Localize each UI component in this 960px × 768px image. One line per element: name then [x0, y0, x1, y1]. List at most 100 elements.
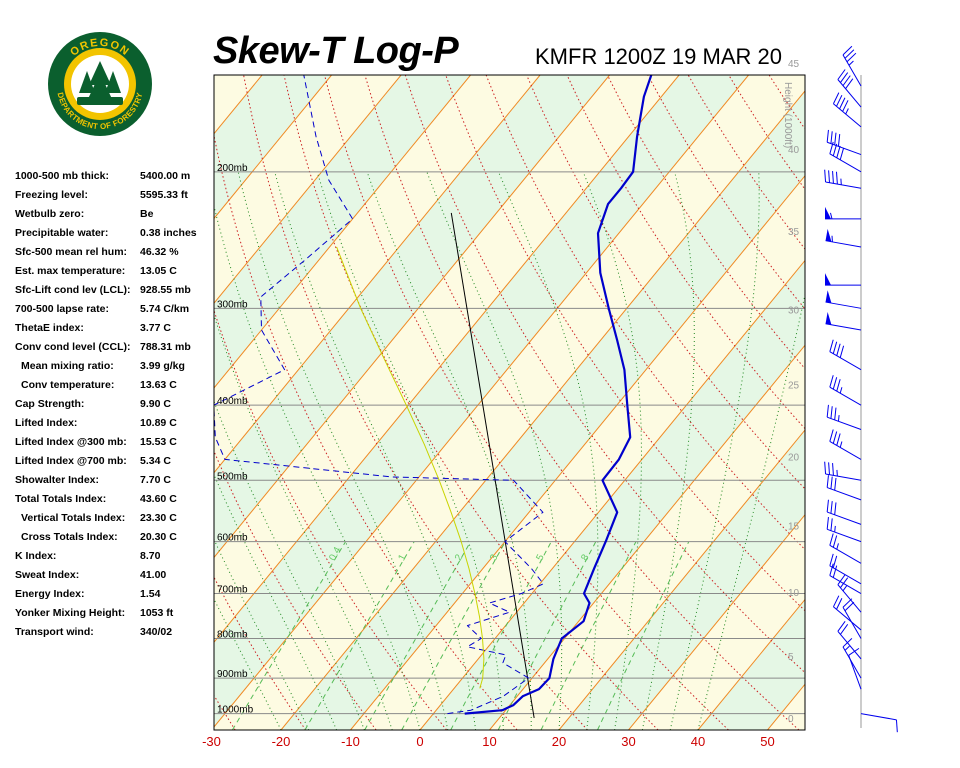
stat-value: 928.55 mb [140, 284, 191, 296]
wind-barb [826, 516, 862, 543]
dry-adiabat [214, 694, 236, 730]
isobar-label: 600mb [217, 533, 248, 544]
moist-adiabat [237, 171, 449, 730]
wind-barb-shaft [829, 386, 862, 406]
stat-label: Yonker Mixing Height: [15, 607, 126, 619]
stat-value: 0.38 inches [140, 227, 197, 239]
isobar-label: 500mb [217, 471, 248, 482]
wind-barb-feather [846, 52, 857, 63]
stat-label: Sfc-Lift cond lev (LCL): [15, 284, 131, 296]
dry-adiabat [890, 75, 960, 730]
wind-barb [826, 499, 862, 525]
wind-barb-feather [840, 624, 849, 635]
stat-label: Cross Totals Index: [21, 531, 118, 543]
mixing-ratio-line [597, 541, 690, 730]
wind-barb-shaft [842, 54, 862, 87]
wind-barb-feather [828, 462, 830, 475]
wind-barb [837, 69, 862, 108]
wind-barb-feather [836, 433, 841, 446]
wind-barb-feather [842, 75, 851, 86]
wind-barb-feather [830, 501, 833, 514]
wind-barb [837, 620, 862, 660]
wind-barb-feather [840, 72, 849, 83]
stat-value: 5400.00 m [140, 170, 191, 182]
stat-label: Conv cond level (CCL): [15, 341, 131, 353]
wind-barb [829, 339, 862, 371]
stat-label: Total Totals Index: [15, 493, 107, 505]
wind-barb-feather [836, 94, 843, 107]
wind-barb-feather [848, 647, 860, 656]
wind-barb [825, 206, 861, 220]
wind-barb-pennant [825, 228, 832, 242]
wind-barb-shaft [829, 565, 862, 585]
stat-label: Sweat Index: [15, 569, 80, 581]
stat-value: 23.30 C [140, 512, 177, 524]
isotherm-line [0, 75, 193, 730]
wind-barb-half-feather [839, 387, 843, 394]
x-tick-label: 50 [760, 734, 774, 749]
wind-barb [848, 647, 862, 690]
wind-barb-feather [839, 345, 845, 358]
height-tick-label: 35 [788, 227, 800, 238]
wind-barb-half-feather [834, 525, 836, 533]
wind-barb-shaft [825, 181, 862, 189]
wind-barb [829, 375, 862, 406]
wind-barb-feather [845, 78, 854, 89]
isobar-label: 1000mb [217, 705, 254, 716]
wind-barb-feather [837, 574, 846, 585]
wind-barb-shaft [825, 301, 862, 309]
height-tick-label: 40 [788, 145, 800, 156]
height-tick-label: 5 [788, 652, 794, 663]
wind-barb-feather [840, 577, 849, 589]
stat-label: Transport wind: [15, 626, 94, 638]
wind-barb [824, 169, 862, 189]
wind-barb [829, 533, 862, 564]
height-tick-label: 45 [788, 59, 800, 70]
wind-barb-feather [842, 45, 853, 56]
stat-label: Est. max temperature: [15, 265, 126, 277]
stat-label: Lifted Index @300 mb: [15, 436, 127, 448]
wind-barb [825, 311, 862, 331]
wind-barb-shaft [837, 630, 862, 660]
station-time-label: KMFR 1200Z 19 MAR 20 [535, 44, 782, 69]
wind-barb [860, 713, 898, 733]
stat-label: 700-500 lapse rate: [15, 303, 109, 315]
mixing-ratio-line [364, 541, 471, 730]
stat-label: ThetaE index: [15, 322, 84, 334]
wind-barb [826, 404, 862, 430]
wind-barb-feather [829, 533, 834, 546]
stat-value: 788.31 mb [140, 341, 191, 353]
wind-barb-half-feather [848, 60, 854, 66]
wind-barb-feather [829, 553, 834, 566]
isotherm-line [214, 75, 541, 474]
wind-barb-feather [844, 49, 855, 59]
stat-value: 1053 ft [140, 607, 174, 619]
wind-barb-feather [839, 97, 846, 110]
plot-frame [213, 74, 806, 731]
wind-barb [829, 141, 862, 173]
wind-barb-feather [837, 69, 846, 80]
wind-barb-feather [844, 601, 855, 612]
parcel-line [336, 246, 485, 689]
stat-label: Energy Index: [15, 588, 85, 600]
height-tick-label: 30 [788, 305, 800, 316]
mixing-ratio-label: 1 [396, 552, 409, 562]
mixing-ratio-label: 2 [453, 552, 466, 562]
wind-barb-feather [842, 100, 849, 112]
wind-barb-feather [830, 131, 833, 144]
stat-value: 8.70 [140, 550, 161, 562]
wind-barb-pennant [825, 206, 831, 219]
isobar-label: 200mb [217, 163, 248, 174]
isobar-label: 400mb [217, 396, 248, 407]
moist-adiabat [274, 171, 477, 730]
stat-label: Lifted Index: [15, 417, 78, 429]
dry-adiabat [931, 75, 960, 730]
wind-barb-feather [836, 343, 841, 356]
wind-barb-shaft [825, 473, 862, 481]
wind-barb-feather [832, 341, 838, 354]
wind-barb-feather [834, 477, 837, 491]
stat-value: 43.60 C [140, 493, 177, 505]
wind-barb-feather [836, 379, 841, 392]
wind-barb-shaft [829, 351, 862, 371]
